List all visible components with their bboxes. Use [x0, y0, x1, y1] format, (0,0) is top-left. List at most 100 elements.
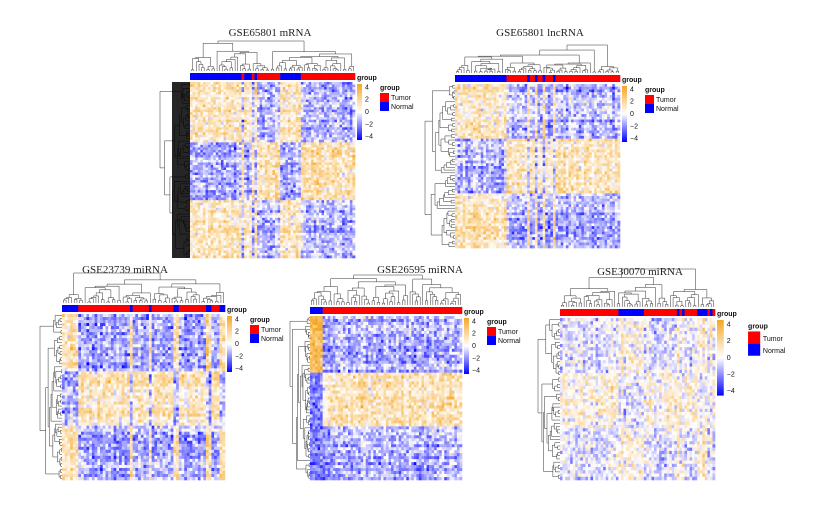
heatmap-cell — [202, 215, 206, 219]
heatmap-cell — [308, 182, 312, 186]
heatmap-cell — [293, 152, 297, 156]
heatmap-cell — [241, 250, 245, 254]
heatmap-cell — [342, 242, 345, 246]
heatmap-cell — [300, 237, 304, 241]
heatmap-cell — [306, 220, 309, 224]
heatmap-cell — [223, 117, 227, 121]
heatmap-cell — [285, 129, 289, 133]
heatmap-cell — [241, 240, 245, 244]
heatmap-cell — [238, 202, 242, 206]
heatmap-cell — [342, 205, 345, 209]
heatmap-cell — [195, 127, 199, 131]
heatmap-cell — [205, 107, 209, 110]
heatmap-cell — [287, 94, 291, 98]
heatmap-cell — [257, 172, 260, 176]
heatmap-cell — [233, 152, 237, 156]
color-scale-bar — [357, 84, 362, 140]
heatmap-cell — [254, 84, 258, 88]
heatmap-cell — [313, 170, 317, 173]
heatmap-cell — [331, 190, 335, 193]
heatmap-cell — [336, 92, 340, 95]
heatmap-cell — [190, 167, 193, 171]
heatmap-cell — [208, 139, 211, 143]
heatmap-cell — [223, 242, 227, 246]
heatmap-cell — [287, 154, 291, 158]
heatmap-cell — [282, 240, 286, 244]
heatmap-cell — [318, 109, 322, 113]
heatmap-cell — [208, 162, 211, 166]
heatmap-cell — [218, 119, 222, 123]
heatmap-cell — [244, 149, 248, 153]
group-annotation-cell — [254, 73, 258, 80]
heatmap-cell — [267, 190, 271, 193]
heatmap-cell — [254, 147, 258, 151]
heatmap-cell — [295, 202, 299, 206]
heatmap-cell — [213, 255, 217, 259]
heatmap-cell — [202, 84, 206, 88]
heatmap-cell — [197, 237, 201, 241]
heatmap-cell — [318, 122, 322, 126]
heatmap-cell — [334, 152, 338, 156]
heatmap-cell — [202, 220, 206, 224]
heatmap-cell — [241, 122, 245, 126]
heatmap-cell — [220, 127, 224, 131]
heatmap-cell — [220, 187, 224, 191]
heatmap-cell — [347, 89, 351, 93]
heatmap-cell — [262, 195, 266, 198]
heatmap-cell — [226, 114, 229, 118]
heatmap-cell — [326, 242, 330, 246]
heatmap-cell — [267, 144, 271, 148]
heatmap-cell — [231, 152, 235, 156]
heatmap-cell — [267, 247, 271, 251]
heatmap-cell — [300, 102, 304, 105]
heatmap-cell — [254, 215, 258, 219]
heatmap-cell — [233, 137, 237, 141]
heatmap-cell — [264, 147, 268, 151]
heatmap-cell — [334, 205, 338, 209]
heatmap-cell — [223, 170, 227, 173]
heatmap-cell — [306, 187, 309, 191]
heatmap-cell — [226, 162, 229, 166]
heatmap-cell — [226, 159, 229, 163]
heatmap-cell — [210, 119, 214, 123]
heatmap-cell — [295, 192, 299, 196]
heatmap-cell — [236, 164, 240, 168]
heatmap-cell — [282, 89, 286, 93]
heatmap-cell — [272, 190, 276, 193]
heatmap-cell — [251, 114, 255, 118]
heatmap-cell — [313, 122, 317, 126]
heatmap-cell — [228, 89, 232, 93]
heatmap-cell — [329, 147, 333, 151]
heatmap-cell — [331, 147, 335, 151]
heatmap-cell — [215, 99, 219, 103]
heatmap-cell — [272, 197, 276, 201]
heatmap-cell — [192, 94, 196, 98]
heatmap-cell — [298, 87, 302, 90]
heatmap-cell — [213, 167, 217, 171]
heatmap-cell — [339, 87, 343, 90]
heatmap-cell — [308, 144, 312, 148]
heatmap-cell — [311, 245, 315, 249]
heatmap-cell — [262, 152, 266, 156]
heatmap-cell — [295, 132, 299, 136]
heatmap-cell — [218, 84, 222, 88]
heatmap-cell — [352, 242, 356, 246]
heatmap-cell — [259, 159, 263, 163]
heatmap-cell — [306, 154, 309, 158]
heatmap-cell — [231, 182, 235, 186]
heatmap-cell — [318, 197, 322, 201]
heatmap-cell — [311, 220, 315, 224]
heatmap-cell — [293, 230, 297, 234]
heatmap-cell — [298, 162, 302, 166]
heatmap-cell — [280, 245, 284, 249]
heatmap-cell — [308, 112, 312, 115]
heatmap-cell — [236, 122, 240, 126]
heatmap-cell — [300, 175, 304, 178]
heatmap-cell — [275, 185, 278, 188]
heatmap-cell — [282, 220, 286, 224]
heatmap-cell — [262, 250, 266, 254]
heatmap-cell — [344, 202, 348, 206]
heatmap-cell — [200, 237, 204, 241]
heatmap-cell — [238, 197, 242, 201]
heatmap-cell — [220, 102, 224, 105]
